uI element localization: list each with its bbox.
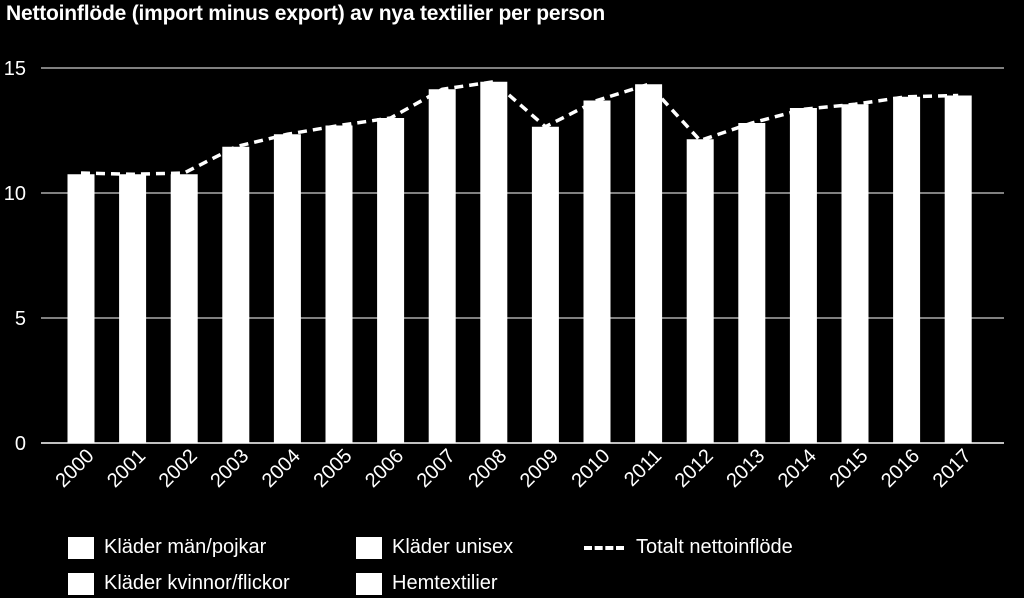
bar xyxy=(325,125,353,443)
total-line xyxy=(80,79,959,177)
x-tick-label: 2010 xyxy=(568,445,615,492)
bar xyxy=(67,174,95,443)
bar xyxy=(738,123,766,443)
x-tick-label: 2008 xyxy=(464,445,511,492)
y-tick-label: 10 xyxy=(4,183,26,205)
bar xyxy=(893,96,921,443)
x-tick-label: 2003 xyxy=(206,445,253,492)
bar xyxy=(480,81,508,443)
x-tick-label: 2014 xyxy=(774,445,821,492)
y-tick-label: 0 xyxy=(15,433,26,455)
bar xyxy=(944,95,972,443)
y-tick-label: 5 xyxy=(15,308,26,330)
bar xyxy=(789,108,817,443)
bar xyxy=(686,139,714,443)
chart-title: Nettoinflöde (import minus export) av ny… xyxy=(6,2,606,25)
bars xyxy=(67,81,972,443)
x-tick-label: 2002 xyxy=(155,445,202,492)
bar xyxy=(273,134,301,443)
bar xyxy=(377,118,405,443)
x-tick-label: 2006 xyxy=(361,445,408,492)
x-tick-label: 2004 xyxy=(258,445,305,492)
y-tick-label: 15 xyxy=(4,58,26,80)
bar xyxy=(428,89,456,443)
bar xyxy=(583,100,611,443)
bar xyxy=(170,174,198,443)
x-tick-label: 2011 xyxy=(620,445,666,491)
x-tick-label: 2007 xyxy=(413,445,460,492)
bar xyxy=(635,84,663,443)
x-tick-label: 2005 xyxy=(310,445,357,492)
x-tick-label: 2001 xyxy=(103,445,150,492)
y-tick-labels: 0 5 10 15 xyxy=(4,58,26,455)
x-tick-label: 2013 xyxy=(722,445,769,492)
x-tick-label: 2012 xyxy=(671,445,718,492)
bar xyxy=(119,174,147,443)
bar xyxy=(531,126,559,443)
x-tick-label: 2000 xyxy=(52,445,99,492)
x-tick-label: 2015 xyxy=(826,445,873,492)
x-tick-label: 2016 xyxy=(877,445,924,492)
x-tick-labels: 2000 2001 2002 2003 2004 2005 2006 2007 2008 2009… xyxy=(52,445,976,492)
x-tick-label: 2009 xyxy=(516,445,563,492)
bar xyxy=(222,146,250,443)
total-series-line xyxy=(80,79,959,177)
x-tick-label: 2017 xyxy=(929,445,976,492)
bar xyxy=(841,104,869,443)
